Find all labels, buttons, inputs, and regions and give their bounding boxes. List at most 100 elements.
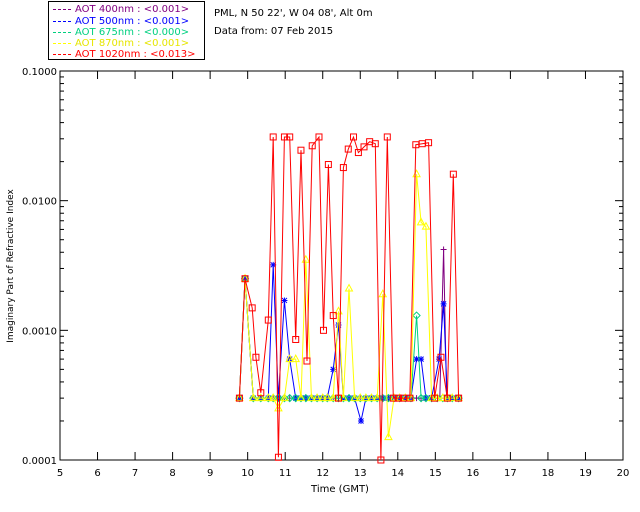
legend-swatch-500nm bbox=[53, 20, 71, 22]
data-point bbox=[377, 456, 385, 464]
series-line bbox=[238, 249, 459, 399]
data-point bbox=[421, 221, 431, 230]
data-point bbox=[355, 393, 365, 402]
data-point bbox=[418, 356, 425, 363]
data-point bbox=[334, 394, 342, 402]
legend-label-675nm: AOT 675nm : <0.000> bbox=[75, 27, 190, 38]
data-point bbox=[413, 356, 420, 363]
data-point bbox=[358, 417, 365, 424]
x-tick-label: 11 bbox=[279, 468, 292, 479]
data-point bbox=[436, 356, 443, 363]
data-point bbox=[248, 304, 256, 312]
legend-swatch-400nm bbox=[53, 8, 71, 10]
legend-swatch-675nm bbox=[53, 31, 71, 33]
data-point bbox=[285, 354, 295, 363]
data-point bbox=[248, 393, 258, 402]
x-tick-label: 17 bbox=[504, 468, 517, 479]
x-tick-label: 7 bbox=[132, 468, 138, 479]
data-point bbox=[361, 393, 371, 403]
data-point bbox=[285, 393, 294, 403]
x-tick-label: 15 bbox=[429, 468, 442, 479]
x-tick-label: 14 bbox=[391, 468, 404, 479]
data-point bbox=[371, 140, 379, 148]
data-point bbox=[249, 393, 258, 403]
y-tick-label: 0.0001 bbox=[22, 456, 57, 467]
plot-frame bbox=[59, 70, 624, 461]
data-point bbox=[406, 394, 414, 402]
data-point bbox=[378, 393, 387, 403]
data-point bbox=[330, 366, 337, 373]
data-point bbox=[455, 394, 463, 402]
data-point bbox=[389, 394, 397, 402]
data-point bbox=[440, 246, 447, 253]
x-axis-label: Time (GMT) bbox=[310, 484, 369, 495]
data-point bbox=[297, 146, 305, 154]
data-point bbox=[425, 139, 433, 147]
data-point bbox=[307, 393, 316, 403]
legend-label-500nm: AOT 500nm : <0.001> bbox=[75, 16, 190, 27]
legend-item-675nm: AOT 675nm : <0.000> bbox=[53, 27, 189, 39]
data-point bbox=[395, 394, 403, 402]
series-4 bbox=[235, 133, 463, 464]
series-layer bbox=[235, 133, 463, 464]
legend-swatch-870nm bbox=[53, 42, 71, 44]
data-point bbox=[416, 217, 426, 226]
data-point bbox=[312, 393, 322, 403]
data-point bbox=[280, 133, 288, 141]
data-point bbox=[449, 170, 457, 178]
data-point bbox=[412, 311, 421, 320]
data-point bbox=[268, 393, 278, 402]
x-tick-label: 18 bbox=[542, 468, 555, 479]
data-point bbox=[312, 393, 322, 402]
legend-label-870nm: AOT 870nm : <0.001> bbox=[75, 38, 190, 49]
data-point bbox=[241, 275, 249, 283]
legend-item-500nm: AOT 500nm : <0.001> bbox=[53, 16, 189, 28]
x-tick-label: 13 bbox=[354, 468, 367, 479]
data-point bbox=[367, 393, 376, 402]
data-point bbox=[307, 393, 316, 402]
data-point bbox=[335, 321, 342, 328]
data-point bbox=[274, 403, 283, 412]
data-point bbox=[372, 393, 382, 402]
data-point bbox=[356, 393, 365, 403]
data-point bbox=[301, 393, 311, 403]
data-point bbox=[292, 335, 300, 343]
data-point bbox=[329, 312, 337, 320]
data-point bbox=[235, 394, 243, 402]
data-point bbox=[455, 395, 462, 402]
data-point bbox=[361, 393, 371, 402]
x-tick-label: 9 bbox=[207, 468, 213, 479]
x-tick-label: 12 bbox=[316, 468, 329, 479]
x-tick-label: 6 bbox=[94, 468, 100, 479]
legend-item-400nm: AOT 400nm : <0.001> bbox=[53, 4, 189, 16]
legend-item-870nm: AOT 870nm : <0.001> bbox=[53, 38, 189, 50]
data-point bbox=[440, 300, 447, 307]
x-tick-label: 19 bbox=[579, 468, 592, 479]
x-tick-label: 10 bbox=[241, 468, 254, 479]
data-point bbox=[344, 145, 352, 153]
data-point bbox=[280, 393, 289, 402]
y-tick-label: 0.0100 bbox=[22, 197, 57, 208]
data-point bbox=[263, 393, 273, 402]
data-point bbox=[384, 432, 393, 441]
data-point bbox=[281, 297, 288, 304]
y-axis: 0.0001 0.0010 0.0100 0.1000 bbox=[22, 67, 623, 467]
legend-swatch-1020nm bbox=[53, 53, 71, 55]
data-point bbox=[315, 133, 323, 141]
data-point bbox=[367, 393, 376, 403]
data-point bbox=[257, 389, 265, 397]
data-point bbox=[236, 395, 243, 402]
data-point bbox=[269, 133, 277, 141]
data-point bbox=[344, 393, 354, 403]
x-tick-label: 5 bbox=[57, 468, 63, 479]
data-point bbox=[274, 393, 283, 403]
data-point bbox=[256, 393, 266, 402]
date-info: Data from: 07 Feb 2015 bbox=[214, 26, 334, 37]
data-point bbox=[270, 261, 277, 268]
data-point bbox=[296, 393, 306, 402]
data-point bbox=[421, 393, 431, 403]
data-point bbox=[443, 394, 451, 402]
x-tick-label: 20 bbox=[617, 468, 630, 479]
data-point bbox=[319, 326, 327, 334]
data-point bbox=[360, 143, 368, 151]
